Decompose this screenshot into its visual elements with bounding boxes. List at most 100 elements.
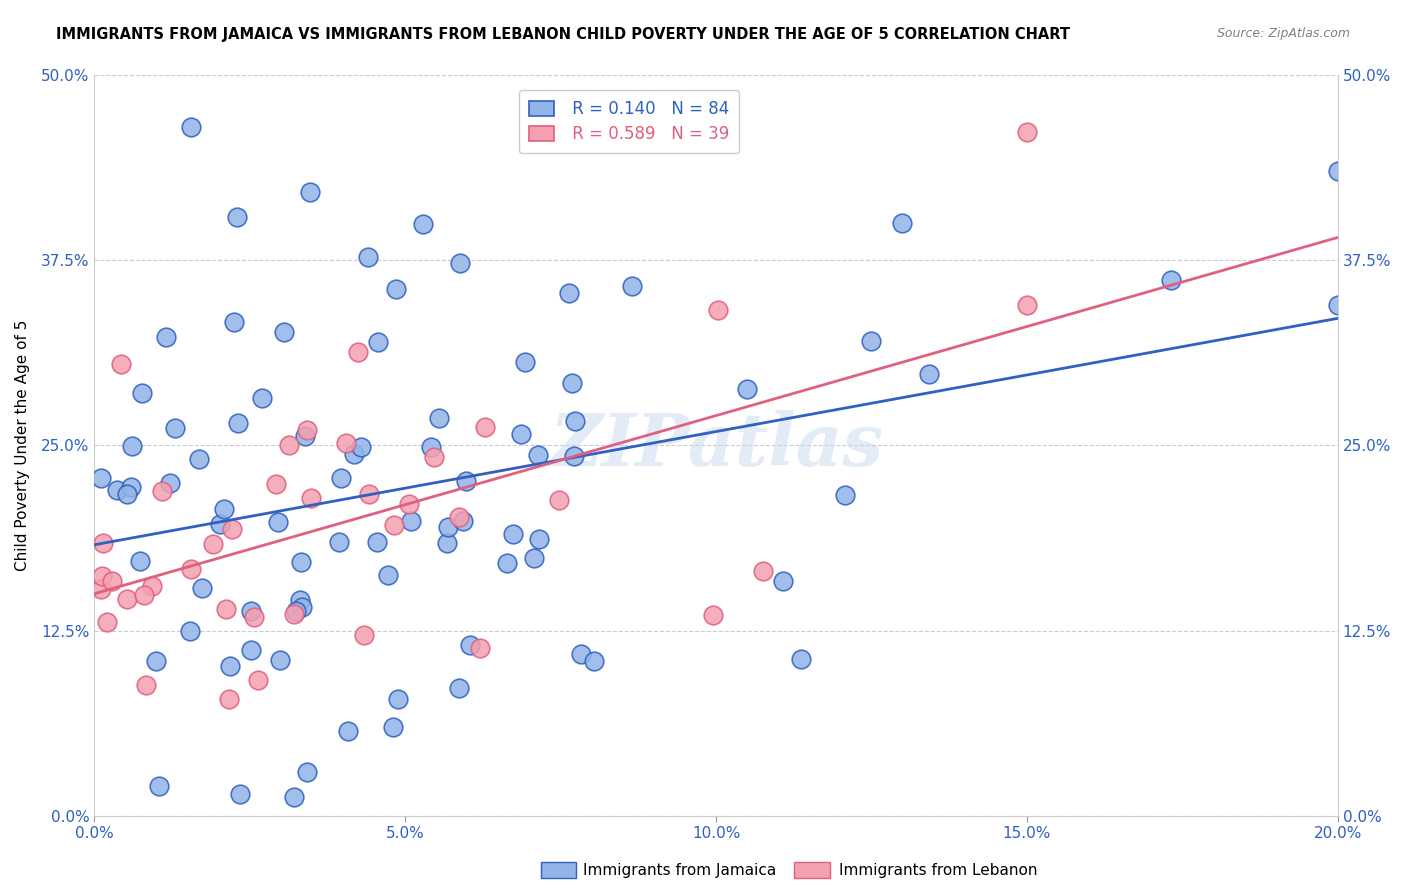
Point [141,579,163,593]
Point [148,779,170,793]
Point [382,518,405,533]
Point [401,514,423,528]
Text: ZIPatlas: ZIPatlas [548,409,883,481]
Point [523,551,546,566]
Point [159,476,181,491]
Point [366,334,388,349]
Point [449,681,471,695]
Point [564,414,586,428]
Point [180,562,202,576]
Point [737,383,759,397]
Point [458,638,481,652]
Point [298,185,321,199]
Point [129,554,152,568]
Point [301,491,323,506]
Point [527,448,550,462]
Point [163,420,186,434]
Point [582,654,605,668]
Point [377,567,399,582]
Point [918,368,941,382]
Point [571,648,593,662]
Point [561,376,583,390]
Point [145,654,167,668]
Point [107,483,129,497]
Point [1326,298,1348,312]
Legend:  R = 0.140   N = 84,  R = 0.589   N = 39: R = 0.140 N = 84, R = 0.589 N = 39 [519,90,740,153]
Point [150,483,173,498]
Point [1160,272,1182,286]
Point [96,615,118,629]
Point [706,303,728,318]
Point [290,555,312,569]
Point [353,628,375,642]
Point [860,334,883,348]
Point [212,502,235,516]
Point [201,537,224,551]
Point [474,419,496,434]
Point [1015,297,1038,311]
Point [155,330,177,344]
Point [278,438,301,452]
Point [470,640,492,655]
Text: Immigrants from Lebanon: Immigrants from Lebanon [839,863,1038,878]
Point [295,423,318,437]
Point [513,355,536,369]
Point [382,720,405,734]
Point [269,653,291,667]
Point [284,604,307,618]
Point [547,493,569,508]
Point [449,256,471,270]
Point [115,592,138,607]
Point [387,691,409,706]
Point [226,416,249,430]
Text: IMMIGRANTS FROM JAMAICA VS IMMIGRANTS FROM LEBANON CHILD POVERTY UNDER THE AGE O: IMMIGRANTS FROM JAMAICA VS IMMIGRANTS FR… [56,27,1070,42]
Y-axis label: Child Poverty Under the Age of 5: Child Poverty Under the Age of 5 [15,319,30,571]
Point [527,532,550,546]
Point [350,440,373,454]
Point [240,604,263,618]
Point [90,582,112,597]
Point [187,451,209,466]
Point [772,574,794,588]
Point [449,510,471,524]
Point [427,411,450,425]
Point [496,556,519,570]
Point [120,480,142,494]
Point [240,642,263,657]
Point [451,514,474,528]
Point [218,691,240,706]
Point [222,315,245,329]
Point [135,678,157,692]
Point [294,429,316,443]
Point [1326,163,1348,178]
Point [273,325,295,339]
Point [357,487,380,501]
Point [366,535,388,549]
Point [121,439,143,453]
Point [343,447,366,461]
Point [209,517,232,532]
Point [242,610,264,624]
Point [267,515,290,529]
Point [398,497,420,511]
Point [180,120,202,134]
Point [215,601,238,615]
Point [288,593,311,607]
Point [283,789,305,804]
Point [91,535,114,549]
Point [221,522,243,536]
Point [250,391,273,405]
Point [562,449,585,463]
Point [621,279,644,293]
Point [225,210,247,224]
Text: Immigrants from Jamaica: Immigrants from Jamaica [583,863,776,878]
Point [90,471,112,485]
Point [702,607,724,622]
Point [347,344,370,359]
Point [266,477,288,491]
Point [436,536,458,550]
Text: Source: ZipAtlas.com: Source: ZipAtlas.com [1216,27,1350,40]
Point [557,286,579,301]
Point [218,659,240,673]
Point [510,427,533,442]
